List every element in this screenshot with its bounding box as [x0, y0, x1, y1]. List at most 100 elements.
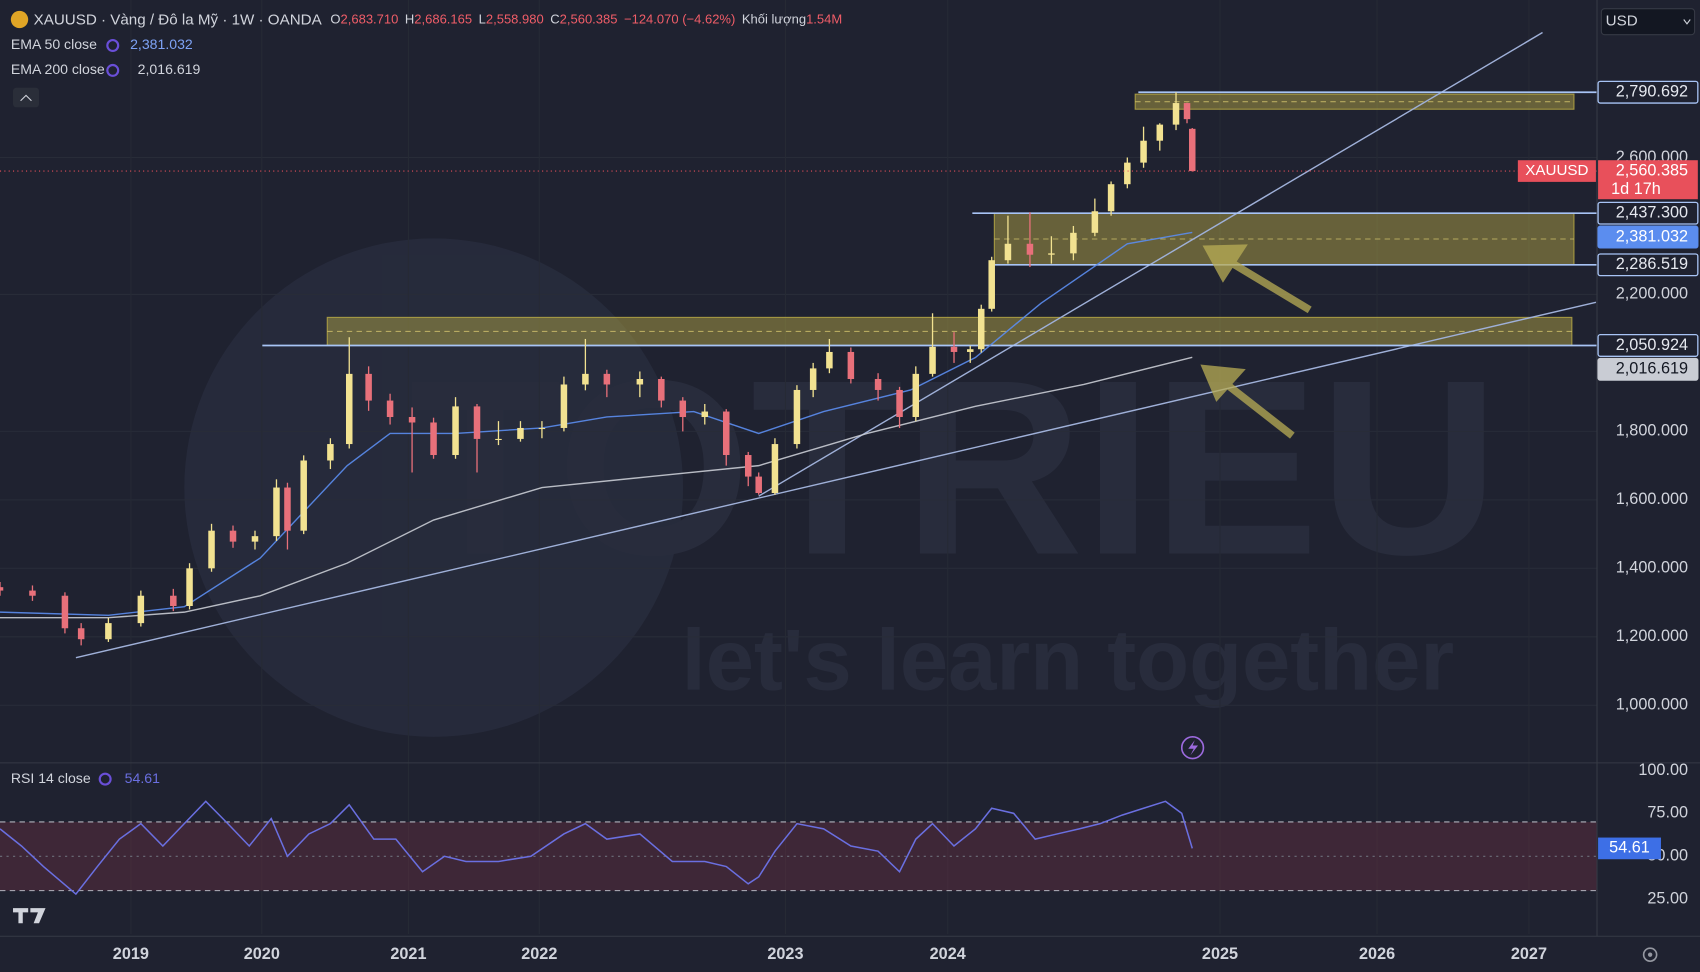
price-tag-label: 2,286.519 [1616, 255, 1688, 273]
y-tick-label: 75.00 [1647, 804, 1688, 822]
candle-body [658, 379, 665, 401]
candle-body [186, 568, 193, 606]
price-tag [1597, 225, 1699, 249]
indicator-icon [106, 63, 120, 77]
candle-body [755, 476, 762, 494]
y-tick-label: 1,400.000 [1616, 559, 1688, 577]
x-tick-label: 2025 [1202, 945, 1238, 963]
rsi-title: RSI 14 close [11, 770, 91, 786]
volume-label: Khối lượng [742, 12, 806, 27]
candle-body [517, 427, 524, 439]
symbol-tag [1517, 160, 1596, 182]
symbol-tag-label: XAUUSD [1525, 162, 1588, 179]
volume-value: 1.54M [806, 12, 842, 27]
alert-bolt [1188, 740, 1199, 756]
x-tick-label: 2027 [1511, 945, 1547, 963]
rsi-value: 54.61 [125, 770, 160, 786]
watermark-brand: TOTRIEU [409, 328, 1499, 607]
ohlc-key: L [479, 12, 486, 27]
candle-body [452, 406, 459, 456]
candle-body [1172, 103, 1180, 125]
x-tick-label: 2019 [113, 945, 149, 963]
trend-line [75, 301, 1597, 659]
candle-body [473, 406, 481, 439]
candle-body [208, 530, 215, 569]
ohlc-key: O [330, 12, 340, 27]
x-tick-label: 2020 [244, 945, 280, 963]
chart-title: XAUUSD · Vàng / Đô la Mỹ · 1W · OANDA [34, 12, 323, 29]
candle-body [988, 260, 995, 309]
candle-body [229, 530, 237, 542]
candle-body [1156, 124, 1164, 141]
candle-body [430, 422, 437, 456]
candle-body [793, 389, 801, 445]
watermark-slogan: let's learn together [682, 612, 1454, 708]
currency: USD [1606, 13, 1638, 30]
candle-body [1124, 162, 1131, 185]
x-tick-label: 2022 [521, 945, 557, 963]
current-price-tag [1598, 160, 1698, 200]
tv-logo [13, 908, 46, 924]
ohlc-value: 2,686.165 [414, 12, 472, 27]
ohlc-key: H [405, 12, 414, 27]
currency-dropdown-icon [1683, 19, 1691, 25]
countdown-label: 1d 17h [1611, 180, 1661, 198]
ohlc-value: 2,560.385 [560, 12, 618, 27]
price-tag [1597, 253, 1699, 277]
candle-body [744, 455, 752, 477]
candle-body [950, 346, 958, 352]
price-tag [1597, 80, 1699, 104]
indicator-name: EMA 200 close [11, 61, 105, 77]
y-tick-label: 25.00 [1647, 890, 1688, 908]
collapse-button[interactable] [13, 87, 40, 108]
candle-body [1140, 140, 1147, 163]
current-price-label: 2,560.385 [1616, 161, 1688, 179]
candle-body [1091, 211, 1099, 233]
indicator-value: 2,381.032 [130, 36, 193, 52]
annotation-arrows [1200, 244, 1312, 439]
x-tick-label: 2021 [390, 945, 426, 963]
candle-body [679, 400, 687, 418]
indicator-value: 2,016.619 [138, 61, 201, 77]
candle-body [701, 411, 709, 418]
candle-body [1048, 253, 1055, 255]
candle-body [1070, 232, 1077, 254]
watermark: TOTRIEU let's learn together [184, 238, 1499, 737]
plot-area [0, 31, 1598, 896]
candle-body [636, 379, 644, 385]
ohlc-key: C [550, 12, 559, 27]
currency-box[interactable] [1600, 8, 1696, 36]
y-tick-label: 1,600.000 [1616, 490, 1688, 508]
candle-body [365, 373, 372, 401]
candle-body [771, 444, 779, 494]
rsi-band [0, 821, 1598, 891]
candle-body [826, 351, 833, 369]
arrow-head [1202, 244, 1248, 283]
alert-icon[interactable] [1180, 736, 1205, 760]
candle-body [170, 595, 177, 606]
candle-body [29, 590, 36, 596]
rsi-line [0, 800, 1194, 896]
candle-body [582, 373, 589, 385]
price-tag [1597, 333, 1699, 357]
price-tags: 2,790.692 2,437.300 2,381.032 2,286.519 2,05… [1597, 80, 1699, 381]
candle-body [1026, 243, 1034, 255]
candle-body [251, 536, 259, 542]
rsi-icon [98, 772, 112, 786]
candle-body [495, 438, 502, 441]
candle-body [874, 379, 882, 390]
candle-body [912, 373, 920, 418]
candle-body [1189, 128, 1196, 172]
candle-body [386, 400, 394, 418]
y-tick-label: 100.00 [1638, 761, 1688, 779]
candle-body [105, 623, 112, 640]
settings-icon[interactable] [1642, 947, 1658, 962]
candle-body [977, 308, 985, 350]
candle-body [966, 349, 974, 352]
candle-body [345, 373, 353, 445]
candle-body [1183, 103, 1191, 120]
y-tick-label: 1,800.000 [1616, 422, 1688, 440]
candle-body [137, 595, 145, 624]
